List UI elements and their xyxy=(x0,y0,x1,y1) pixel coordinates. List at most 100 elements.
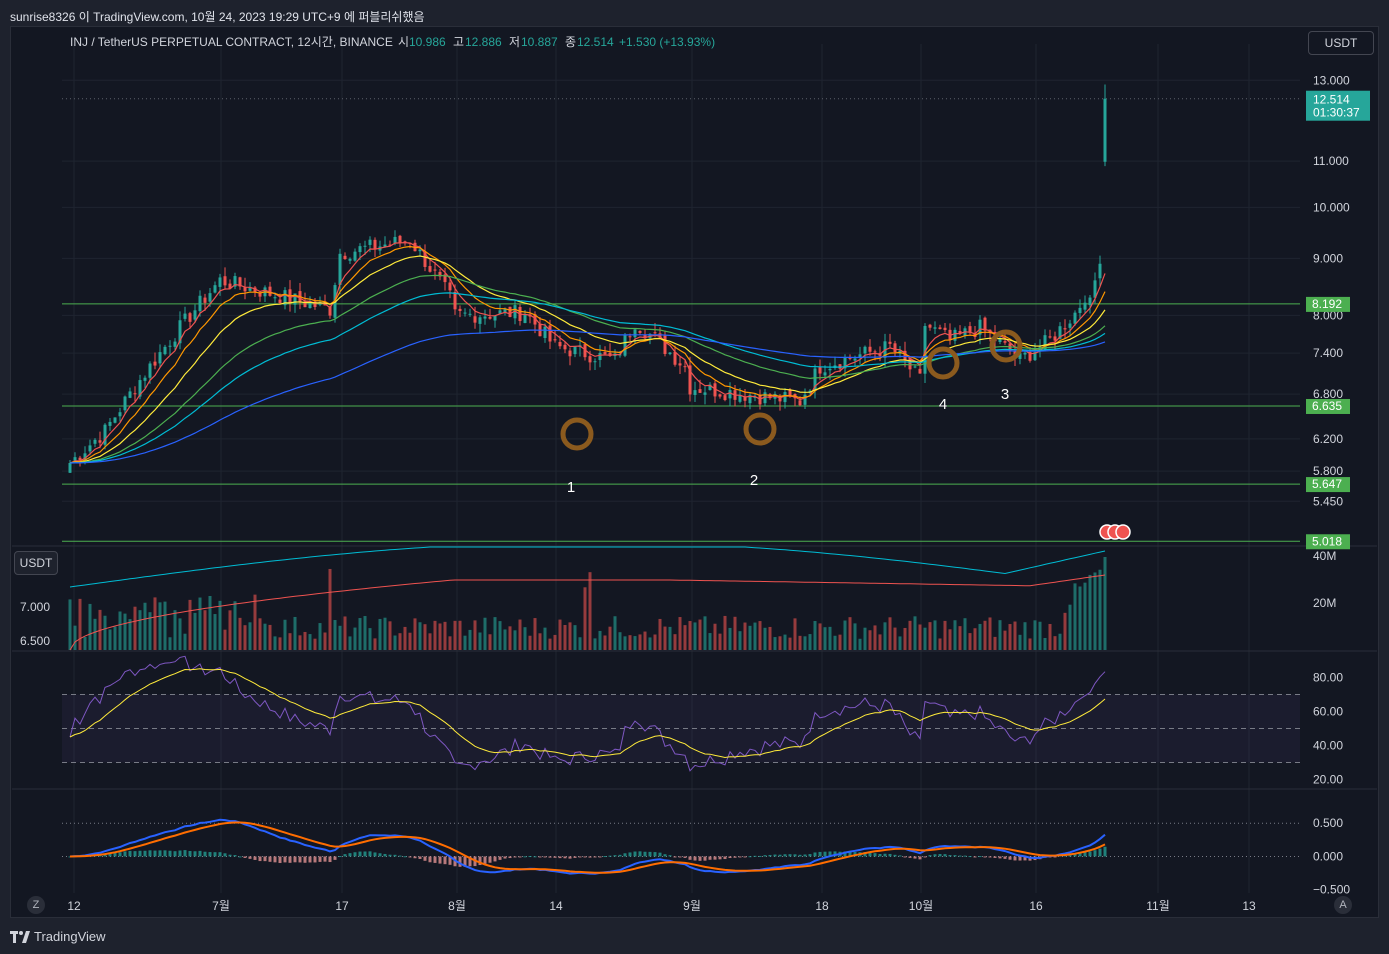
auto-scale-button[interactable]: A xyxy=(1334,896,1352,914)
macd-histogram-bar xyxy=(703,856,707,861)
volume-bar xyxy=(603,635,607,650)
macd-histogram-bar xyxy=(503,856,507,859)
candle-body xyxy=(1068,323,1072,328)
macd-histogram-bar xyxy=(738,856,742,858)
volume-bar xyxy=(768,626,772,650)
candle-body xyxy=(933,327,937,329)
volume-bar xyxy=(863,627,867,650)
legend-high: 12.886 xyxy=(465,35,502,49)
volume-tick-label: 20M xyxy=(1313,596,1336,610)
macd-histogram-bar xyxy=(723,856,727,860)
candle-body xyxy=(573,346,577,355)
candle-body xyxy=(688,365,692,395)
volume-bar xyxy=(688,621,692,650)
zoom-toggle-button[interactable]: Z xyxy=(27,896,45,914)
macd-histogram-bar xyxy=(1008,856,1012,860)
volume-bar xyxy=(543,627,547,650)
macd-histogram-bar xyxy=(903,856,907,858)
volume-bar xyxy=(918,624,922,650)
candle-body xyxy=(363,245,367,247)
macd-histogram-bar xyxy=(893,854,897,857)
volume-bar xyxy=(148,612,152,650)
macd-histogram-bar xyxy=(983,856,987,858)
macd-histogram-bar xyxy=(763,855,767,857)
currency-button[interactable]: USDT xyxy=(1308,31,1374,55)
macd-histogram-bar xyxy=(783,854,787,857)
macd-histogram-bar xyxy=(373,852,377,857)
volume-bar xyxy=(1088,574,1092,650)
legend-change: +1.530 (+13.93%) xyxy=(619,35,715,49)
volume-bar xyxy=(998,620,1002,650)
volume-bar xyxy=(133,606,137,650)
volume-bar xyxy=(978,623,982,650)
legend-low-label: 저 xyxy=(509,35,520,49)
ema-5-line xyxy=(69,241,1106,464)
macd-histogram-bar xyxy=(743,856,747,858)
price-candles xyxy=(68,84,1107,473)
volume-bar xyxy=(983,620,987,650)
marker-label-3: 3 xyxy=(1001,386,1009,403)
candle-body xyxy=(748,395,752,404)
macd-histogram-bar xyxy=(623,853,627,857)
macd-histogram-bar xyxy=(458,856,462,867)
volume-bar xyxy=(83,636,87,650)
volume-currency-badge[interactable]: USDT xyxy=(14,551,58,575)
price-tick-label: 11.000 xyxy=(1313,154,1349,168)
macd-histogram-bar xyxy=(368,851,372,857)
volume-bar xyxy=(193,612,197,650)
macd-histogram-bar xyxy=(1083,851,1087,857)
macd-histogram-bar xyxy=(933,854,937,857)
volume-bar xyxy=(383,617,387,650)
volume-bar xyxy=(183,633,187,650)
volume-ma-red-line xyxy=(69,574,1106,651)
candle-body xyxy=(823,372,827,376)
volume-bar xyxy=(78,598,82,650)
candle-body xyxy=(453,291,457,310)
candle-body xyxy=(313,301,317,307)
volume-bar xyxy=(293,616,297,650)
volume-bar xyxy=(448,636,452,650)
volume-bar xyxy=(323,632,327,650)
candle-body xyxy=(913,366,917,368)
volume-bar xyxy=(1013,621,1017,650)
candle-body xyxy=(968,326,972,333)
volume-bar xyxy=(263,623,267,650)
candle-body xyxy=(253,287,257,293)
macd-histogram-bar xyxy=(123,851,127,857)
volume-bar xyxy=(673,634,677,650)
volume-bar xyxy=(943,620,947,650)
volume-bar xyxy=(228,610,232,650)
candle-body xyxy=(633,329,637,338)
macd-histogram-bar xyxy=(488,856,492,863)
volume-bar xyxy=(698,619,702,650)
volume-bar xyxy=(493,617,497,650)
level-tag-label-0: 8.192 xyxy=(1312,297,1342,311)
volume-bar xyxy=(898,636,902,650)
candle-body xyxy=(503,309,507,313)
macd-histogram-bar xyxy=(543,856,547,858)
candle-body xyxy=(193,310,197,320)
macd-histogram-bar xyxy=(863,852,867,857)
macd-histogram-bar xyxy=(663,854,667,857)
tradingview-brand: TradingView xyxy=(10,929,106,944)
macd-histogram-bar xyxy=(168,850,172,857)
candle-body xyxy=(728,390,732,399)
volume-bar xyxy=(1003,630,1007,650)
legend-open-label: 시 xyxy=(398,35,409,49)
candle-body xyxy=(1073,312,1077,324)
candle-body xyxy=(128,391,132,398)
volume-bar xyxy=(473,620,477,650)
volume-bar xyxy=(393,635,397,650)
volume-bar xyxy=(363,616,367,650)
macd-histogram-bar xyxy=(328,856,332,863)
time-tick-label: 7월 xyxy=(212,899,230,913)
volume-bar xyxy=(278,637,282,650)
candle-body xyxy=(1028,351,1032,361)
candle-body xyxy=(133,393,137,395)
candle-body xyxy=(448,282,452,291)
macd-histogram-bar xyxy=(633,851,637,857)
candle-body xyxy=(68,463,72,473)
candle-body xyxy=(943,327,947,331)
volume-bar xyxy=(328,568,332,650)
